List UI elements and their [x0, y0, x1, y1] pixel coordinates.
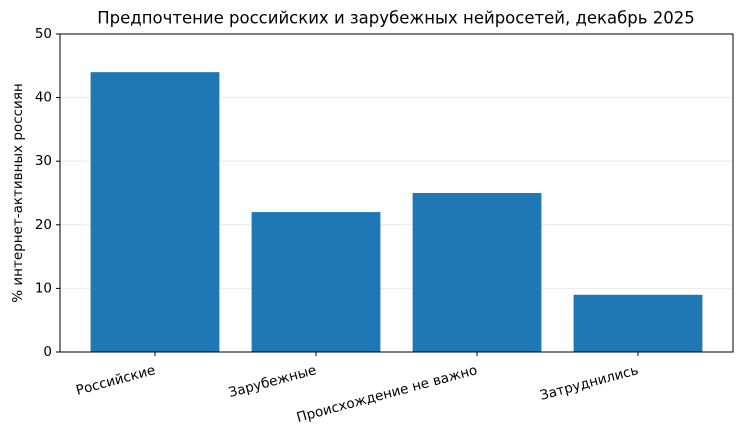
y-tick-label: 50	[35, 26, 52, 42]
bar	[251, 212, 381, 352]
bar	[573, 294, 703, 352]
x-tick-label: Происхождение не важно	[295, 362, 479, 426]
x-tick-label: Зарубежные	[227, 362, 318, 401]
x-tick-label: Российские	[74, 362, 157, 399]
y-tick-label: 20	[35, 217, 52, 233]
plot-frame	[59, 33, 734, 353]
y-tick-label: 10	[35, 280, 52, 296]
bar	[90, 72, 220, 352]
y-axis-label: % интернет-активных россиян	[10, 83, 26, 303]
bar	[412, 193, 542, 352]
y-tick-label: 40	[35, 90, 52, 106]
y-tick-label: 30	[35, 153, 52, 169]
y-tick-label: 0	[43, 344, 52, 360]
chart-title: Предпочтение российских и зарубежных ней…	[97, 9, 694, 28]
x-tick-label: Затруднились	[538, 362, 640, 404]
